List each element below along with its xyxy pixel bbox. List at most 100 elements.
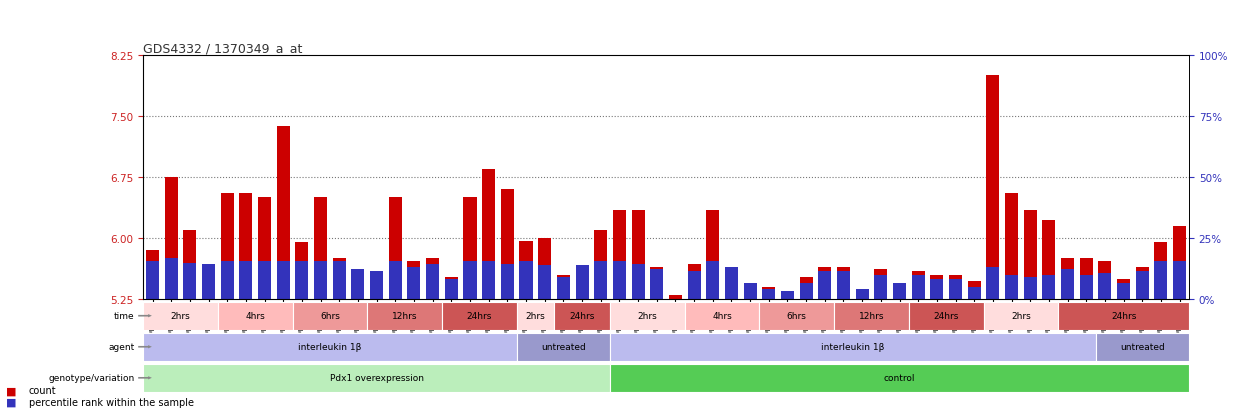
Bar [818,271,832,299]
Bar [685,302,759,330]
Bar [239,261,253,299]
Bar [220,194,234,299]
Bar [370,271,383,299]
Bar [613,210,626,299]
Text: genotype/variation: genotype/variation [49,373,134,382]
Bar [367,302,442,330]
Bar [1061,269,1074,299]
Bar [426,259,439,299]
Text: percentile rank within the sample: percentile rank within the sample [29,397,194,407]
Bar [687,264,701,299]
Text: 6hrs: 6hrs [320,311,340,320]
Bar [554,302,610,330]
Bar [1135,271,1149,299]
Text: 24hrs: 24hrs [467,311,492,320]
Bar [631,264,645,299]
Bar [743,283,757,299]
Bar [1154,261,1168,299]
Bar [1061,259,1074,299]
Bar [706,210,720,299]
Bar [351,269,365,299]
Bar [482,261,496,299]
Bar [762,289,776,299]
Bar [143,333,517,361]
Bar [909,302,984,330]
Bar [295,242,309,299]
Bar [986,267,1000,299]
Bar [370,271,383,299]
Bar [538,265,552,299]
Bar [444,278,458,299]
Bar [519,241,533,299]
Bar [855,289,869,299]
Bar [444,279,458,299]
Text: 24hrs: 24hrs [1111,311,1137,320]
Bar [164,178,178,299]
Bar [1058,302,1189,330]
Bar [1098,261,1112,299]
Bar [911,275,925,299]
Bar [519,261,533,299]
Bar [650,267,664,299]
Bar [332,259,346,299]
Bar [388,261,402,299]
Bar [781,291,794,299]
Bar [1135,267,1149,299]
Bar [1173,261,1186,299]
Bar [930,279,944,299]
Bar [202,289,215,299]
Bar [1023,278,1037,299]
Bar [1117,279,1130,299]
Text: GDS4332 / 1370349_a_at: GDS4332 / 1370349_a_at [143,42,303,55]
Bar [146,251,159,299]
Bar [218,302,293,330]
Bar [967,287,981,299]
Bar [482,169,496,299]
Bar [1079,259,1093,299]
Bar [818,267,832,299]
Bar [426,264,439,299]
Text: agent: agent [108,342,134,351]
Bar [1173,226,1186,299]
Bar [725,267,738,299]
Bar [1042,275,1056,299]
Bar [799,283,813,299]
Bar [874,275,888,299]
Bar [1154,242,1168,299]
Text: ■: ■ [6,397,16,407]
Bar [1005,275,1018,299]
Text: 6hrs: 6hrs [787,311,807,320]
Bar [575,265,589,299]
Bar [911,271,925,299]
Bar [613,261,626,299]
Text: 12hrs: 12hrs [859,311,884,320]
Text: untreated: untreated [1120,342,1164,351]
Bar [258,261,271,299]
Bar [874,269,888,299]
Bar [1023,210,1037,299]
Bar [631,210,645,299]
Text: 4hrs: 4hrs [245,311,265,320]
Bar [986,76,1000,299]
Bar [463,261,477,299]
Bar [1117,283,1130,299]
Bar [725,267,738,299]
Bar [781,291,794,299]
Text: interleukin 1β: interleukin 1β [822,342,884,351]
Bar [967,282,981,299]
Bar [1079,275,1093,299]
Bar [930,275,944,299]
Bar [837,267,850,299]
Text: Pdx1 overexpression: Pdx1 overexpression [330,373,423,382]
Bar [463,198,477,299]
Bar [949,279,962,299]
Bar [855,289,869,299]
Bar [517,333,610,361]
Bar [276,261,290,299]
Text: 2hrs: 2hrs [637,311,657,320]
Bar [202,264,215,299]
Text: ■: ■ [6,385,16,395]
Text: control: control [884,373,915,382]
Bar [743,283,757,299]
Bar [799,278,813,299]
